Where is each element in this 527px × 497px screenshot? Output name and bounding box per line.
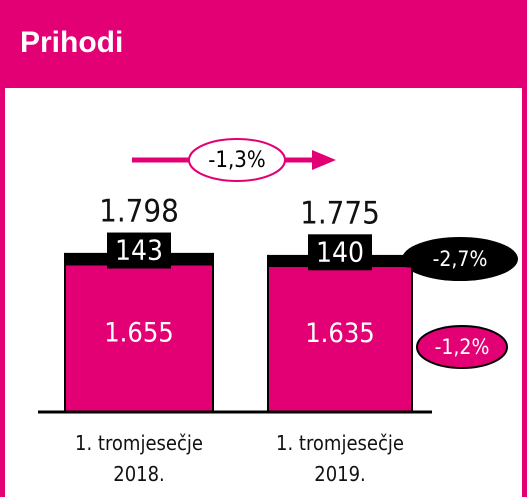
value-label: 140 [316, 235, 364, 268]
frame-left [0, 88, 5, 497]
title: Prihodi [20, 26, 124, 59]
change-label: -2,7% [433, 247, 488, 271]
category-label: 1. tromjesečje 2019. [276, 431, 404, 486]
header: Prihodi [0, 0, 527, 88]
value-label: 143 [115, 234, 163, 267]
bar-segment [268, 267, 412, 412]
change-bubble [402, 237, 518, 281]
label-box [107, 232, 171, 269]
frame-right [522, 88, 527, 497]
arrow-head [312, 150, 336, 170]
change-bubble [416, 325, 508, 369]
label-box [308, 234, 372, 271]
change-bubble [188, 138, 286, 182]
bar-segment [65, 265, 213, 412]
value-label: 1.655 [104, 317, 174, 348]
category-label: 1. tromjesečje 2018. [75, 431, 203, 486]
value-label: 1.635 [305, 318, 375, 349]
change-label: -1,2% [435, 335, 490, 359]
change-label: -1,3% [208, 148, 265, 173]
total-label: 1.775 [300, 195, 380, 231]
total-label: 1.798 [99, 193, 179, 229]
